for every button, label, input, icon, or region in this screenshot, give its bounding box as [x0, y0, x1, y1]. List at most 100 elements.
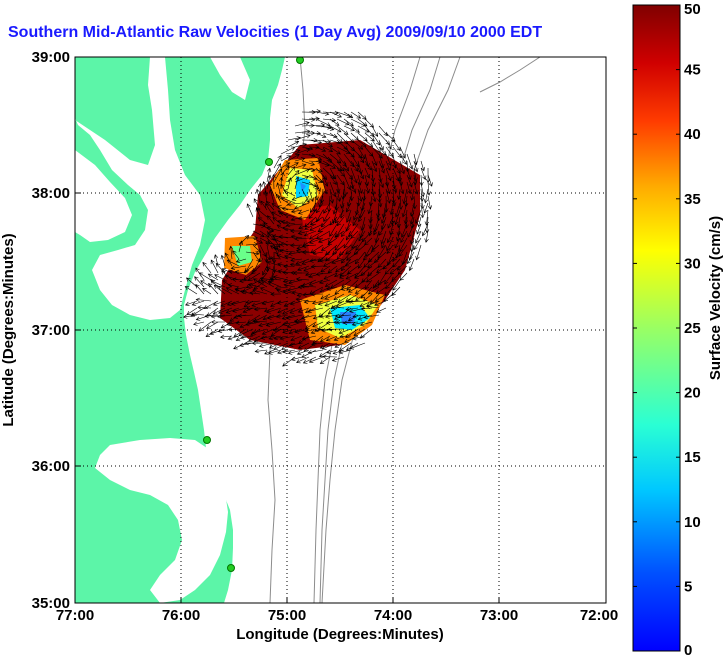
vector-arrow	[227, 335, 240, 341]
vector-arrow	[300, 314, 317, 320]
vector-arrow	[350, 139, 364, 150]
vector-arrow	[294, 148, 311, 155]
vector-arrow	[289, 300, 303, 306]
vector-arrow	[282, 321, 296, 326]
vector-arrow	[322, 139, 333, 148]
vector-arrow	[266, 226, 282, 232]
vector-arrow	[224, 252, 233, 267]
vector-arrow	[290, 257, 303, 263]
vector-arrow	[229, 314, 240, 322]
vector-arrow	[308, 188, 314, 202]
vector-arrow	[283, 189, 296, 197]
vector-arrow	[332, 244, 345, 255]
vector-arrow	[329, 118, 340, 126]
tick-marks	[75, 192, 500, 603]
vector-arrow	[289, 262, 303, 267]
vector-arrow	[209, 328, 226, 336]
vector-arrow	[228, 245, 234, 260]
vector-arrow	[329, 223, 338, 237]
vector-arrow	[409, 230, 415, 245]
vector-arrow	[308, 209, 317, 219]
vector-arrow	[345, 272, 359, 280]
vector-arrow	[331, 258, 345, 265]
station-marker	[203, 436, 211, 444]
vector-arrow	[371, 153, 378, 166]
vector-arrow	[384, 286, 394, 297]
vector-arrow	[347, 286, 359, 293]
vector-arrow	[317, 223, 331, 233]
vector-arrow	[320, 265, 331, 273]
vector-arrow	[263, 190, 268, 204]
vector-arrow	[186, 277, 198, 288]
y-tick-label: 39:00	[32, 49, 70, 66]
vector-arrow	[186, 307, 198, 315]
vector-arrow	[353, 209, 359, 221]
vector-arrow	[357, 153, 365, 164]
vector-arrow	[400, 230, 408, 243]
vector-arrow	[294, 236, 310, 242]
vector-arrow	[357, 160, 363, 175]
vector-arrow	[279, 211, 296, 218]
vector-arrow	[371, 188, 377, 203]
vector-arrow	[407, 223, 415, 238]
vector-arrow	[279, 335, 296, 341]
vector-arrow	[350, 167, 358, 184]
vector-arrow	[424, 209, 429, 226]
x-tick-label: 72:00	[580, 607, 618, 624]
vector-arrow	[210, 314, 226, 319]
vector-arrow	[329, 111, 342, 118]
vector-arrow	[394, 209, 401, 226]
vector-arrow	[288, 342, 303, 347]
vector-arrow	[282, 278, 296, 284]
vector-arrow	[394, 202, 401, 218]
vector-arrow	[234, 286, 247, 292]
vector-arrow	[391, 272, 401, 282]
vector-arrow	[252, 288, 268, 295]
vector-arrow	[337, 293, 352, 303]
vector-arrow	[290, 335, 303, 342]
vector-arrow	[346, 195, 352, 207]
vector-arrow	[271, 211, 282, 218]
vector-arrow	[423, 188, 429, 204]
vector-arrow	[327, 307, 338, 314]
vector-arrow	[206, 321, 219, 329]
colorbar-tick-label: 30	[684, 255, 701, 272]
vector-arrow	[378, 174, 385, 189]
vector-arrow	[310, 264, 324, 269]
vector-arrow	[349, 299, 366, 304]
vector-arrow	[308, 139, 323, 145]
vector-arrow	[267, 280, 282, 288]
vector-arrow	[357, 181, 363, 194]
colorbar	[632, 4, 681, 652]
vector-arrow	[357, 118, 368, 127]
vector-arrow	[224, 274, 240, 281]
vector-arrow	[294, 134, 311, 141]
vector-arrow	[413, 160, 419, 173]
colorbar-tick-label: 45	[684, 62, 701, 79]
vector-arrow	[281, 342, 296, 350]
vector-arrow	[365, 272, 380, 283]
vector-arrow	[427, 195, 432, 210]
vector-arrow	[409, 209, 415, 225]
vector-arrow	[271, 173, 276, 190]
y-tick-label: 37:00	[32, 322, 70, 339]
vector-arrow	[336, 251, 345, 260]
vector-arrow	[394, 237, 401, 249]
vector-arrow	[245, 306, 261, 311]
vector-arrow	[230, 265, 247, 270]
vector-arrow	[287, 166, 296, 176]
vector-arrow	[319, 335, 331, 342]
x-axis-label: Longitude (Degrees:Minutes)	[236, 626, 444, 643]
vector-arrow	[231, 277, 247, 282]
vector-arrow	[294, 168, 310, 176]
vector-arrow	[301, 160, 316, 166]
vector-arrow	[333, 335, 345, 341]
vector-arrow	[294, 202, 310, 210]
vector-arrow	[273, 342, 289, 351]
vector-arrow	[367, 265, 380, 277]
vector-arrow	[315, 118, 331, 127]
vector-arrow	[331, 305, 345, 310]
vector-arrow	[396, 230, 401, 242]
vector-arrow	[301, 188, 310, 204]
vector-arrow	[331, 356, 345, 362]
